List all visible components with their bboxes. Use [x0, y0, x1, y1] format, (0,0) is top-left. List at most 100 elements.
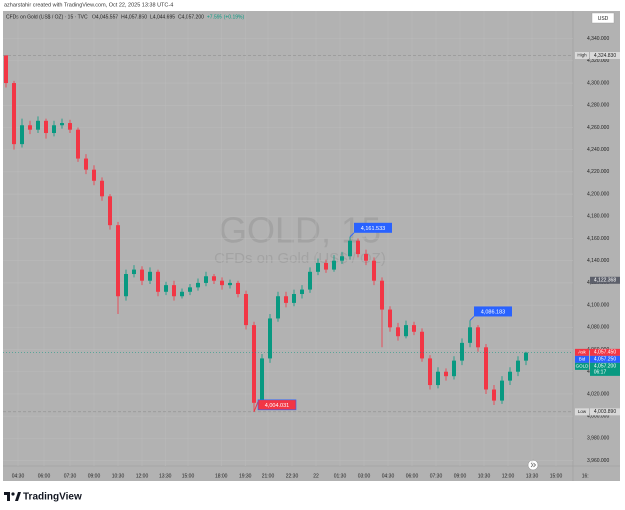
- annotation: 4,004.031: [253, 399, 297, 413]
- candle-body: [364, 254, 368, 261]
- x-tick-label: 03:00: [358, 473, 371, 479]
- price-label-value: 4,122.368: [594, 278, 616, 284]
- candle-body: [476, 327, 480, 348]
- candle-body: [164, 285, 168, 292]
- price-label: 4,122.368: [590, 276, 620, 284]
- candle-body: [260, 358, 264, 403]
- x-tick-label: 18:00: [215, 473, 228, 479]
- x-tick-label: 22:30: [286, 473, 299, 479]
- price-label-value: 4,057.450: [594, 350, 616, 356]
- x-tick-label: 13:30: [159, 473, 172, 479]
- candle-body: [340, 256, 344, 261]
- annotation-label: 4,086.183: [481, 309, 505, 315]
- price-label-name: Bid: [579, 357, 586, 362]
- currency[interactable]: USD: [598, 16, 609, 22]
- legend-item: L4,044.695: [150, 14, 175, 20]
- candle-body: [228, 282, 232, 286]
- y-tick-label: 4,320.000: [587, 58, 609, 64]
- candle-body: [396, 327, 400, 337]
- candle-body: [20, 125, 24, 145]
- y-tick-label: 4,260.000: [587, 125, 609, 131]
- y-tick-label: 4,000.000: [587, 413, 609, 419]
- candle-body: [404, 325, 408, 337]
- candle-body: [180, 291, 184, 297]
- x-tick-label: 01:30: [334, 473, 347, 479]
- candle-body: [492, 389, 496, 401]
- x-tick-label: 10:30: [478, 473, 491, 479]
- candle-body: [76, 129, 80, 159]
- candle-body: [452, 360, 456, 377]
- candle-body: [412, 325, 416, 332]
- chart-background: [3, 11, 620, 481]
- candle-body: [420, 331, 424, 359]
- x-tick-label: 10:30: [112, 473, 125, 479]
- y-tick-label: 4,300.000: [587, 80, 609, 86]
- price-label-value: 4,324.830: [594, 53, 616, 59]
- x-tick-label: 04:30: [12, 473, 25, 479]
- candle-body: [460, 342, 464, 361]
- legend-item: C4,057.200: [178, 14, 204, 20]
- annotation: 4,086.183: [469, 306, 512, 321]
- symbol-legend: CFDs on Gold (US$ / OZ) · 15 · TVC: [6, 14, 88, 20]
- candle-body: [524, 352, 528, 361]
- candle-body: [236, 282, 240, 295]
- y-tick-label: 4,080.000: [587, 325, 609, 331]
- x-tick-label: 12:00: [136, 473, 149, 479]
- candle-body: [52, 125, 56, 134]
- candle-body: [300, 289, 304, 295]
- x-tick-label: 09:00: [88, 473, 101, 479]
- currency-box[interactable]: [591, 12, 615, 24]
- price-label-value: 4,057.250: [594, 357, 616, 363]
- annotation-box: [354, 222, 392, 233]
- y-tick-label: 4,240.000: [587, 147, 609, 153]
- price-label-name-box: [575, 51, 589, 59]
- price-label: High 4,324.830: [575, 51, 620, 59]
- candle-body: [324, 262, 328, 270]
- legend-item: +7.595 (+0.19%): [207, 14, 245, 20]
- annotation-box: [474, 306, 512, 317]
- x-tick-label: 07:30: [430, 473, 443, 479]
- annotation: 4,161.533: [349, 222, 392, 238]
- x-tick-label: 15:00: [550, 473, 563, 479]
- candle-body: [276, 296, 280, 319]
- y-tick-label: 4,340.000: [587, 36, 609, 42]
- candle-body: [140, 269, 144, 281]
- candle-body: [388, 309, 392, 328]
- candle-body: [12, 83, 16, 145]
- price-label: Low 4,003.890: [575, 408, 620, 416]
- price-label: Ask 4,057.450: [575, 348, 620, 356]
- watermark-subtitle: CFDs on Gold (US$ / OZ): [214, 250, 386, 267]
- price-label-box: [590, 355, 620, 363]
- candle-body: [516, 360, 520, 372]
- scroll-button[interactable]: [527, 459, 539, 471]
- price-label-name: Ask: [578, 350, 586, 355]
- price-label-sub: 06:17: [594, 370, 607, 376]
- candle-body: [84, 158, 88, 170]
- price-label-box: [590, 51, 620, 59]
- candle-body: [188, 287, 192, 292]
- annotation-label: 4,004.031: [265, 403, 289, 409]
- x-tick-label: 21:00: [262, 473, 275, 479]
- x-tick-label: 04:30: [382, 473, 395, 479]
- price-label-box: [590, 362, 620, 376]
- candle-body: [436, 371, 440, 386]
- candle-body: [212, 276, 216, 281]
- candle-body: [500, 380, 504, 401]
- candle-body: [36, 120, 40, 130]
- candle-body: [348, 240, 352, 257]
- candle-body: [308, 271, 312, 290]
- candle-body: [244, 294, 248, 326]
- x-tick-label: 16:: [582, 473, 589, 479]
- price-label-name: High: [577, 53, 587, 58]
- candle-body: [172, 285, 176, 297]
- price-label-value: 4,003.890: [594, 409, 616, 415]
- candle-body: [380, 280, 384, 310]
- price-label-name-box: [575, 348, 589, 356]
- candle-body: [116, 225, 120, 297]
- x-tick-label: 13:30: [526, 473, 539, 479]
- x-tick-label: 06:00: [406, 473, 419, 479]
- y-tick-label: 4,280.000: [587, 103, 609, 109]
- price-label-box: [590, 408, 620, 416]
- price-label-name: Low: [578, 409, 587, 414]
